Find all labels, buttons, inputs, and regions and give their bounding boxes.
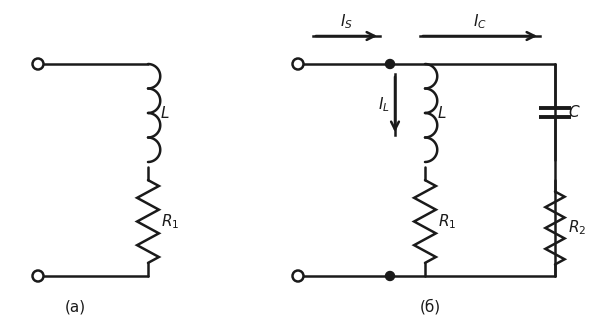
- Text: $R_1$: $R_1$: [438, 212, 456, 231]
- Text: $I_L$: $I_L$: [378, 95, 390, 114]
- Text: C: C: [568, 105, 579, 120]
- Circle shape: [32, 58, 44, 69]
- Circle shape: [386, 272, 395, 281]
- Text: L: L: [161, 106, 170, 121]
- Circle shape: [32, 271, 44, 282]
- Circle shape: [386, 59, 395, 68]
- Text: $I_S$: $I_S$: [340, 12, 353, 31]
- Text: $I_C$: $I_C$: [473, 12, 487, 31]
- Text: L: L: [438, 106, 446, 121]
- Circle shape: [292, 271, 304, 282]
- Text: $R_1$: $R_1$: [161, 212, 179, 231]
- Circle shape: [292, 58, 304, 69]
- Text: $R_2$: $R_2$: [568, 219, 586, 237]
- Text: (а): (а): [65, 299, 86, 314]
- Text: (б): (б): [419, 298, 440, 314]
